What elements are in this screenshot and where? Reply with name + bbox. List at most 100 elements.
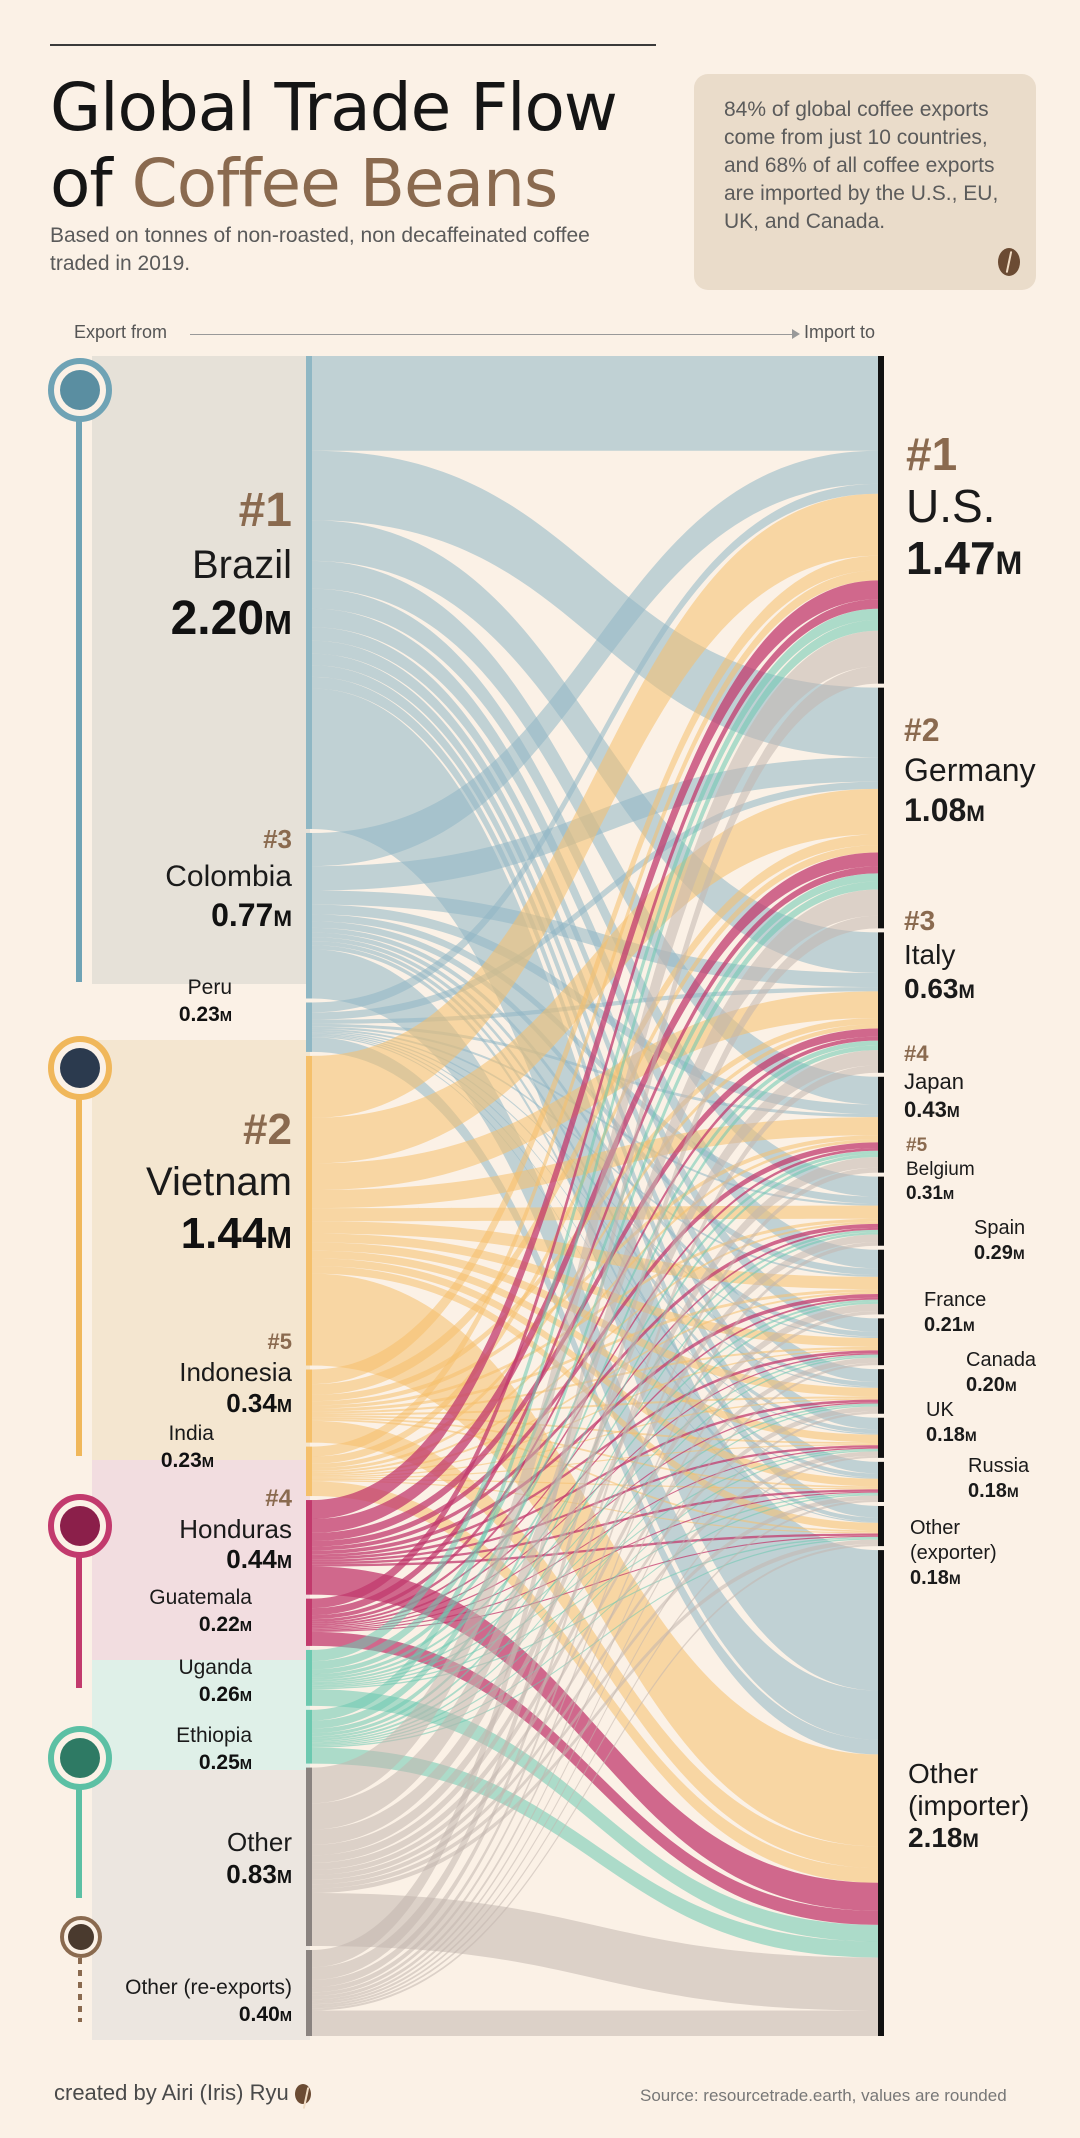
flow-other-to-belgium <box>312 1234 878 1863</box>
callout-text: 84% of global coffee exports come from j… <box>724 98 999 233</box>
importer-us: #1 U.S. 1.47M <box>906 428 1023 584</box>
central-america-map-icon <box>48 1494 112 1558</box>
flow-peru-to-germany <box>312 781 878 1020</box>
flow-other-re-exports--to-italy <box>312 1065 878 1988</box>
flow-guatemala-to-other-importer- <box>312 1631 878 1925</box>
flow-colombia-to-uk <box>312 937 878 1434</box>
source-text: Source: resourcetrade.earth, values are … <box>640 2086 1007 2105</box>
flow-peru-to-italy <box>312 987 878 1024</box>
exporter-other: Other 0.83M <box>226 1827 292 1889</box>
flow-indonesia-to-u-s- <box>312 555 878 1385</box>
export-node-bars <box>306 356 312 2036</box>
export-bar-honduras <box>306 1500 312 1595</box>
region-band-africa <box>92 1660 310 1770</box>
flow-honduras-to-other-importer- <box>312 1566 878 1911</box>
coffee-bean-icon <box>294 2084 311 2105</box>
export-bar-vietnam <box>306 1055 312 1366</box>
flow-peru-to-other-exporter- <box>312 1036 878 1523</box>
flow-uganda-to-u-s- <box>312 608 878 1662</box>
flow-ethiopia-to-other-importer- <box>312 1747 878 1958</box>
flow-other-re-exports--to-spain <box>312 1310 878 2000</box>
flow-other-re-exports--to-other-importer- <box>312 2010 878 2036</box>
flow-uganda-to-other-importer- <box>312 1689 878 1942</box>
top-rule <box>50 44 656 46</box>
other-region-line <box>78 1958 82 2022</box>
importer-russia: Russia 0.18M <box>968 1455 1030 1502</box>
import-bar-uk <box>878 1417 884 1458</box>
axis-arrow-head <box>792 329 800 339</box>
flow-vietnam-to-other-importer- <box>312 1273 878 1847</box>
title-line-2: of Coffee Beans <box>50 145 558 222</box>
flow-ethiopia-to-canada <box>312 1405 878 1744</box>
flow-ethiopia-to-belgium <box>312 1232 878 1739</box>
flow-ethiopia-to-uk <box>312 1450 878 1745</box>
exporter-brazil: #1 Brazil 2.20M <box>170 484 292 645</box>
flow-ethiopia-to-u-s- <box>312 619 878 1721</box>
export-bar-uganda <box>306 1649 312 1706</box>
export-bar-india <box>306 1446 312 1497</box>
flow-vietnam-to-u-s- <box>312 493 878 1118</box>
flow-other-to-other-exporter- <box>312 1539 878 1894</box>
flow-uganda-to-uk <box>312 1448 878 1687</box>
import-bar-u-s- <box>878 356 884 684</box>
flow-colombia-to-u-s- <box>312 450 878 867</box>
africa-map-icon <box>48 1726 112 1790</box>
subtitle: Based on tonnes of non-roasted, non deca… <box>50 224 590 275</box>
exporter-indonesia: #5 Indonesia 0.34M <box>179 1329 292 1418</box>
central-america-region-line <box>76 1556 82 1688</box>
axis-arrow-line <box>190 334 798 335</box>
flow-uganda-to-france <box>312 1354 878 1684</box>
importer-spain: Spain 0.29M <box>974 1217 1026 1264</box>
exporter-honduras: #4 Honduras 0.44M <box>179 1485 292 1574</box>
flow-ethiopia-to-germany <box>312 881 878 1729</box>
flow-other-re-exports--to-uk <box>312 1455 878 2007</box>
importer-other-importer: Other (importer) 2.18M <box>908 1758 1030 1853</box>
asia-map-icon <box>48 1036 112 1100</box>
import-axis-label: Import to <box>804 322 876 342</box>
flow-guatemala-to-uk <box>312 1447 878 1630</box>
import-bar-germany <box>878 687 884 929</box>
flow-honduras-to-japan <box>312 1142 878 1547</box>
flow-guatemala-to-canada <box>312 1402 878 1629</box>
importer-japan: #4 Japan 0.43M <box>904 1041 964 1122</box>
export-bar-ethiopia <box>306 1709 312 1764</box>
flow-guatemala-to-japan <box>312 1147 878 1622</box>
import-bar-italy <box>878 932 884 1073</box>
flow-vietnam-to-italy <box>312 991 878 1191</box>
export-bar-other-re-exports- <box>306 1950 312 2036</box>
flow-paths <box>312 356 878 2036</box>
flow-india-to-russia <box>312 1478 878 1490</box>
flow-ethiopia-to-italy <box>312 1045 878 1734</box>
flow-guatemala-to-germany <box>312 866 878 1616</box>
import-bar-japan <box>878 1076 884 1173</box>
coffee-bean-icon <box>998 248 1020 276</box>
exporter-colombia: #3 Colombia 0.77M <box>165 824 292 933</box>
import-bar-other-exporter- <box>878 1505 884 1547</box>
flow-honduras-to-spain <box>312 1293 878 1555</box>
region-band-south-america <box>92 356 310 984</box>
flow-other-to-russia <box>312 1495 878 1889</box>
flow-uganda-to-germany <box>312 873 878 1670</box>
flow-indonesia-to-uk <box>312 1415 878 1444</box>
importer-belgium: #5 Belgium 0.31M <box>906 1135 975 1204</box>
import-bar-russia <box>878 1461 884 1502</box>
exporter-vietnam: #2 Vietnam 1.44M <box>145 1105 292 1258</box>
flow-peru-to-japan <box>312 1023 878 1118</box>
flow-india-to-spain <box>312 1292 878 1475</box>
south-america-region-line <box>76 420 82 982</box>
export-bar-indonesia <box>306 1369 312 1443</box>
export-bar-other <box>306 1767 312 1947</box>
flow-other-to-uk <box>312 1451 878 1885</box>
flow-other-to-spain <box>312 1303 878 1870</box>
flow-other-to-japan <box>312 1157 878 1856</box>
africa-region-line <box>76 1788 82 1898</box>
export-bar-brazil <box>306 356 312 829</box>
flow-other-to-germany <box>312 889 878 1830</box>
region-band-central-america <box>92 1460 310 1660</box>
flow-uganda-to-spain <box>312 1299 878 1682</box>
flow-guatemala-to-spain <box>312 1297 878 1626</box>
flow-colombia-to-italy <box>312 890 878 988</box>
asia-region-line <box>76 1098 82 1456</box>
importer-france: France 0.21M <box>924 1289 987 1336</box>
